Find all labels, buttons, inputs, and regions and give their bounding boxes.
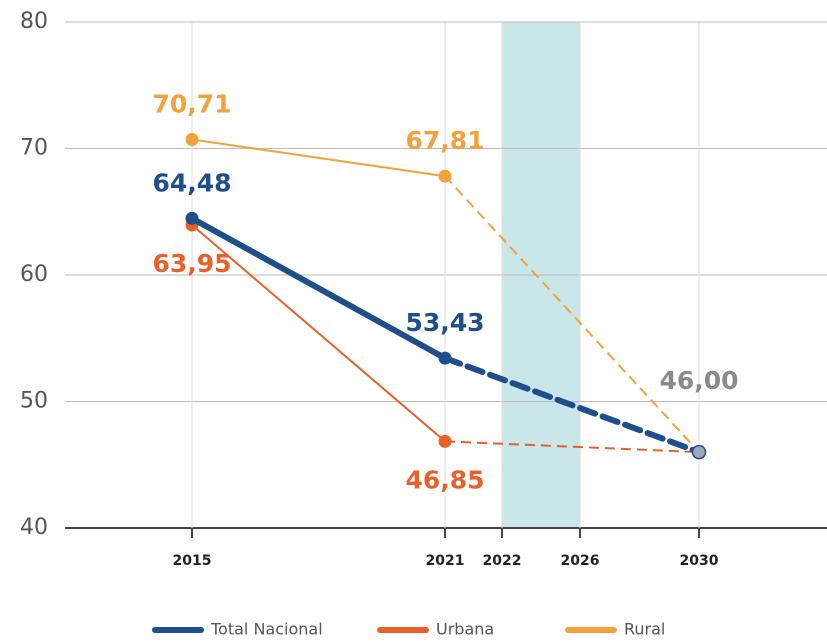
x-tick-label: 2022 xyxy=(483,553,522,569)
point xyxy=(438,169,452,183)
y-tick-label: 40 xyxy=(20,515,48,540)
point xyxy=(438,434,452,448)
point xyxy=(438,351,452,365)
value-label: 70,71 xyxy=(152,90,231,119)
x-tick-label: 2026 xyxy=(561,553,600,569)
target-point xyxy=(691,444,707,460)
point xyxy=(185,133,199,147)
x-tick-label: 2015 xyxy=(173,553,212,569)
line-segment xyxy=(191,224,446,443)
point xyxy=(185,211,199,225)
value-label: 46,00 xyxy=(659,366,738,395)
line-segment xyxy=(189,215,448,362)
line-segment xyxy=(442,355,702,456)
legend-label: Total Nacional xyxy=(210,620,323,639)
line-segment xyxy=(444,440,700,454)
y-tick-label: 50 xyxy=(20,389,48,414)
line-segment xyxy=(191,138,446,178)
y-tick-label: 70 xyxy=(20,136,48,161)
line-segment xyxy=(444,175,700,453)
legend-label: Urbana xyxy=(436,620,494,639)
legend-label: Rural xyxy=(624,620,665,639)
value-label: 46,85 xyxy=(405,465,484,494)
x-tick-label: 2030 xyxy=(680,553,719,569)
value-label: 64,48 xyxy=(152,168,231,197)
y-tick-label: 60 xyxy=(20,262,48,287)
value-label: 67,81 xyxy=(405,126,484,155)
x-tick-label: 2021 xyxy=(426,553,465,569)
value-label: 63,95 xyxy=(152,249,231,278)
y-tick-label: 80 xyxy=(20,9,48,34)
value-label: 53,43 xyxy=(405,308,484,337)
